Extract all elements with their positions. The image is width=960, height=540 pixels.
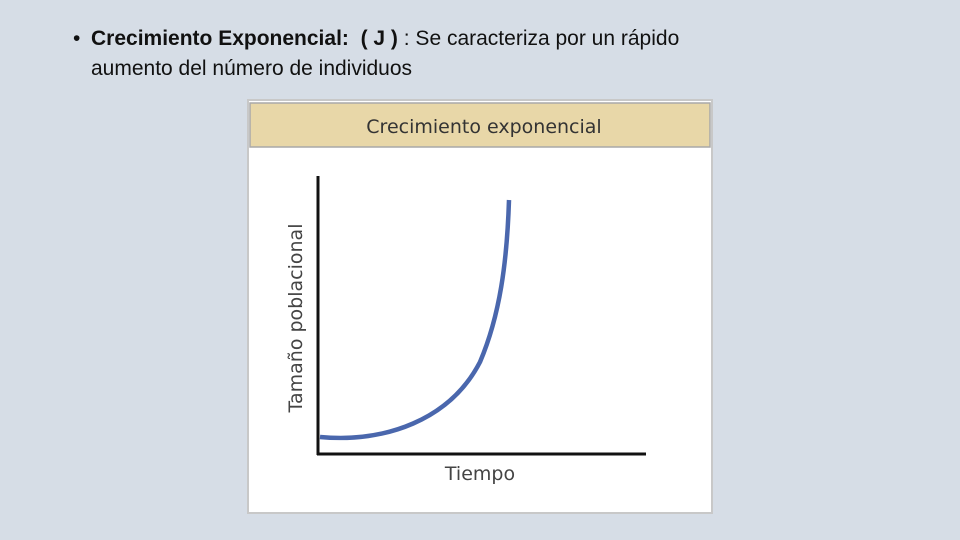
bullet: • Crecimiento Exponencial: ( J ) : Se ca… — [73, 24, 873, 84]
figure-frame — [247, 99, 713, 514]
description: aumento del número de individuos — [91, 57, 413, 80]
bullet-line: Crecimiento Exponencial: ( J ) : Se cara… — [91, 24, 873, 54]
description: : Se caracteriza por un rápido — [403, 27, 680, 50]
bullet-dot: • — [73, 27, 81, 50]
figure-title: Crecimiento exponencial — [366, 116, 601, 138]
x-axis-label: Tiempo — [444, 463, 515, 485]
bullet-line: aumento del número de individuos — [91, 54, 873, 84]
y-axis-label: Tamaño poblacional — [285, 224, 307, 414]
term: Crecimiento Exponencial: — [91, 27, 349, 50]
growth-curve — [319, 199, 512, 441]
figure-header — [249, 102, 711, 148]
symbol: ( J ) — [360, 27, 398, 50]
